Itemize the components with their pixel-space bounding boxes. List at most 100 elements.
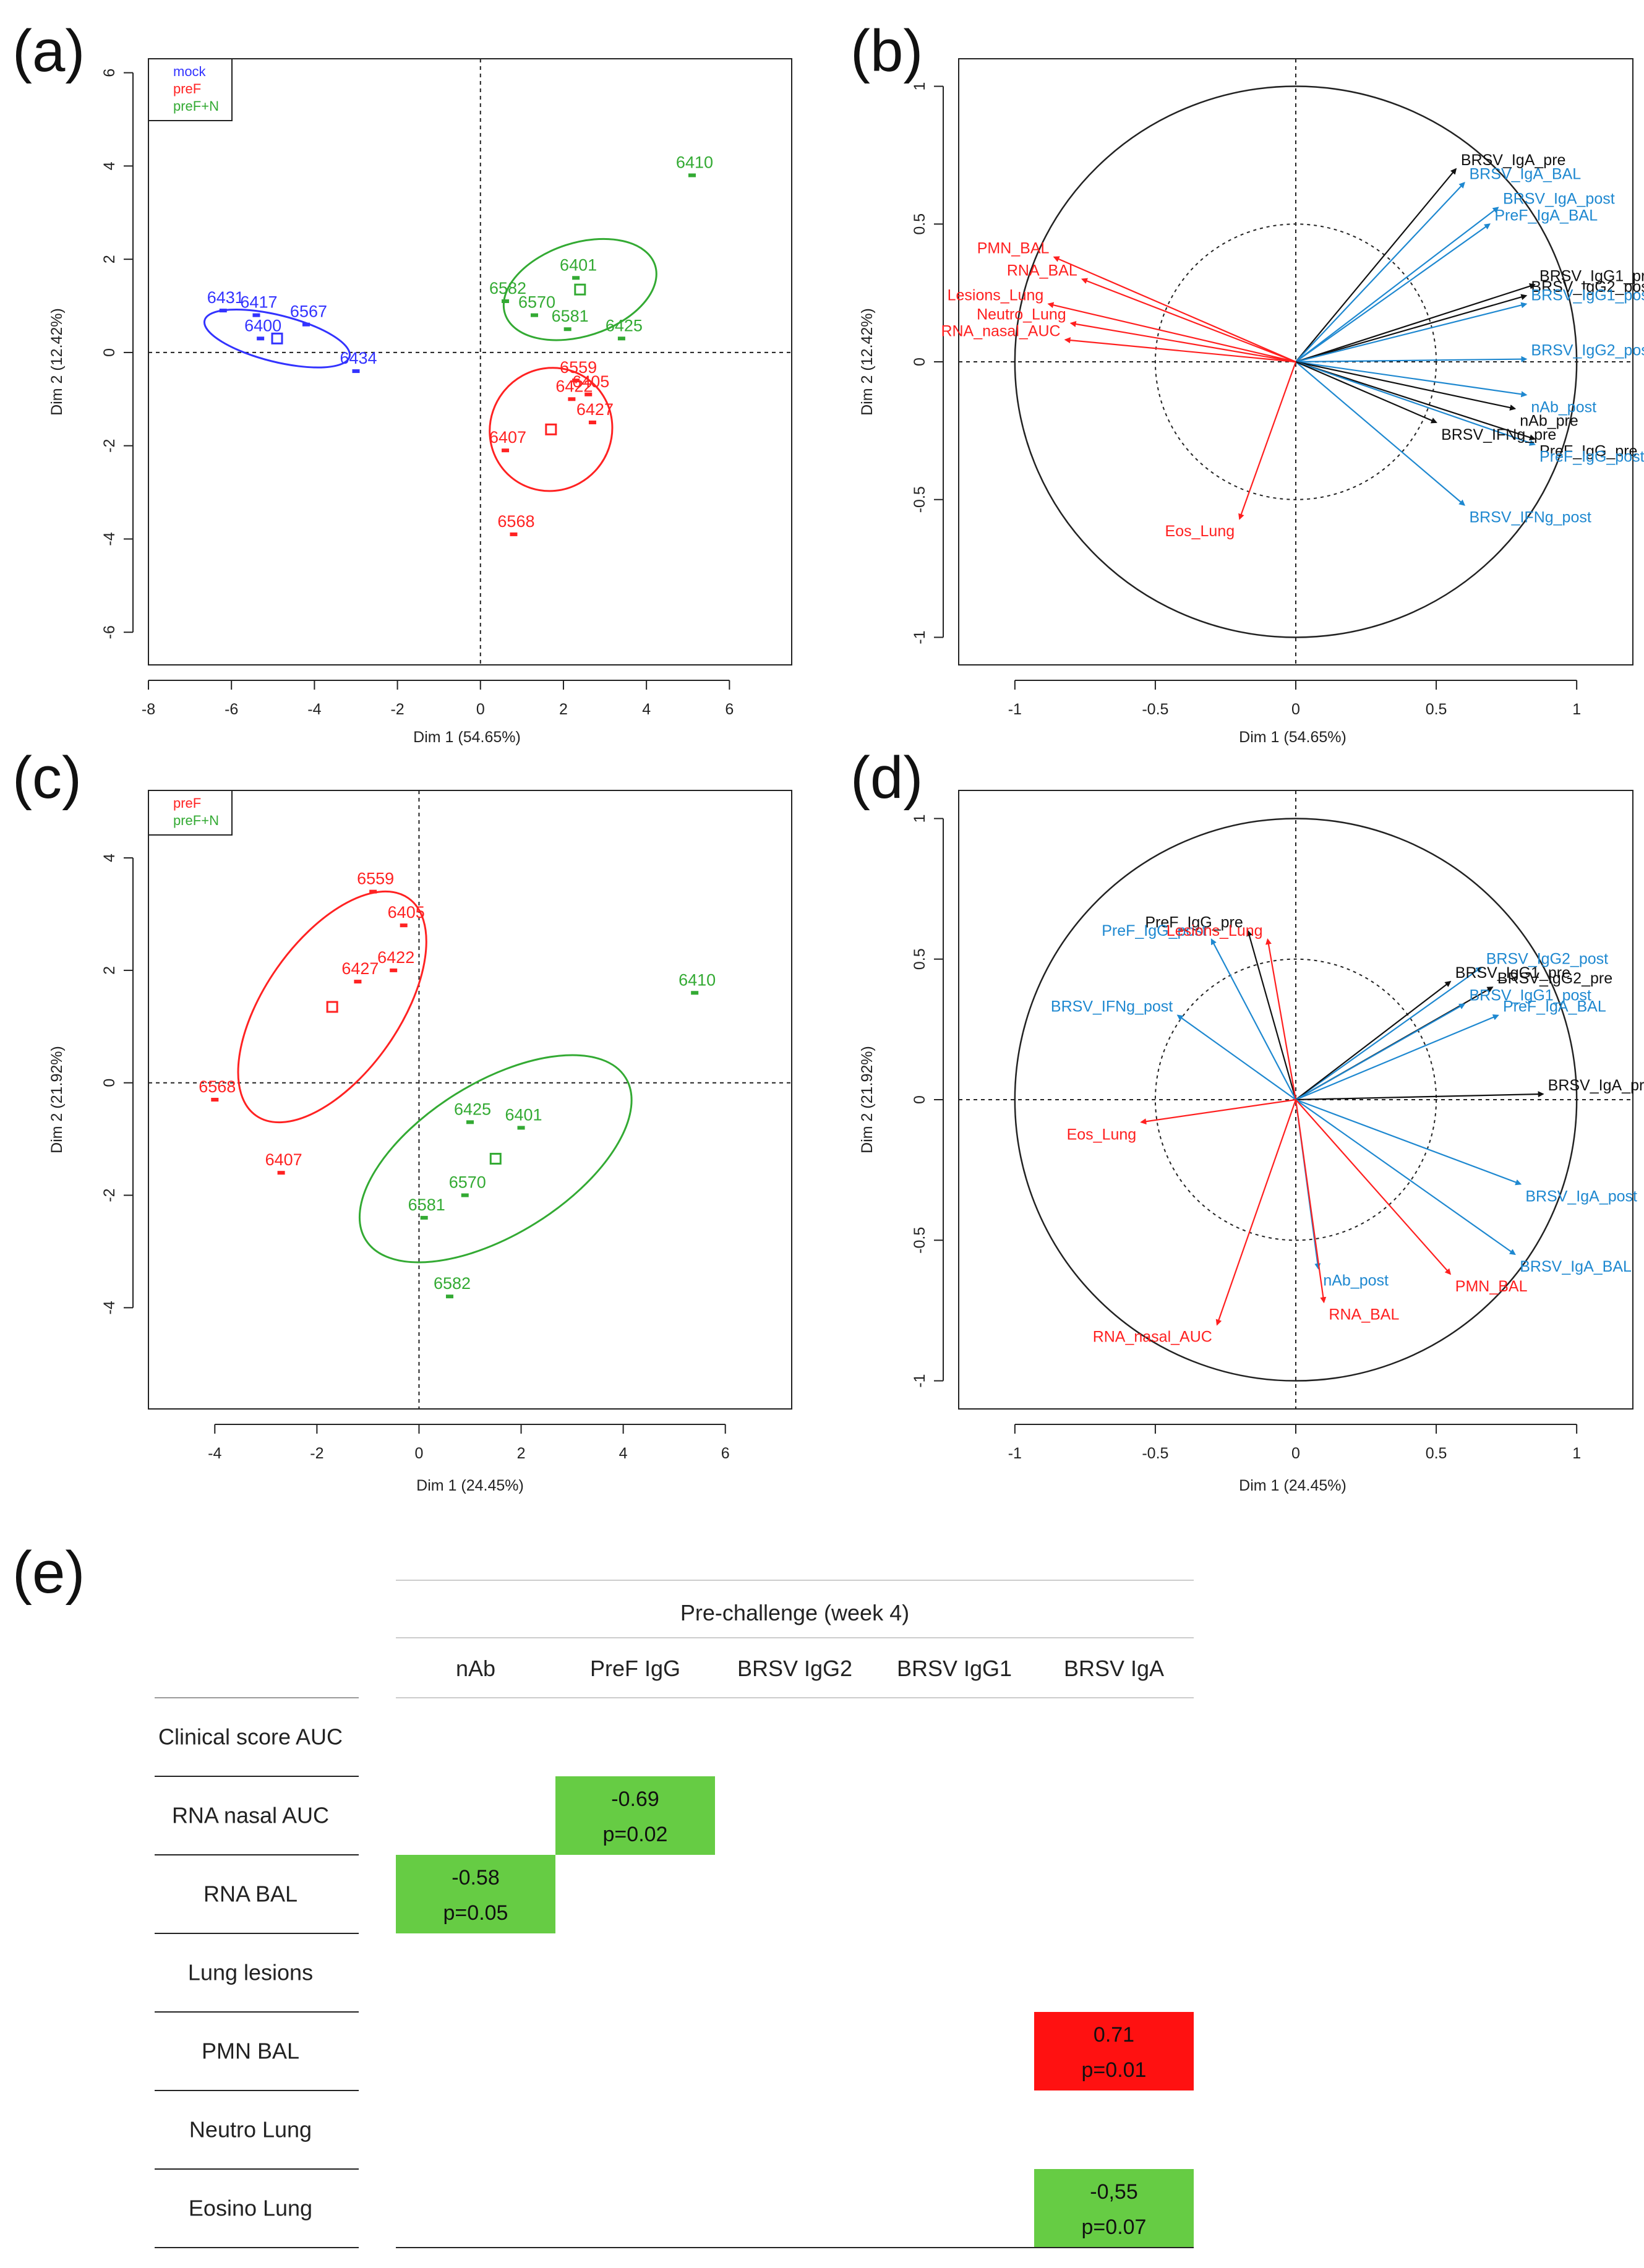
table-cell-p: p=0.02 [603, 1823, 668, 1846]
vector-nab-post [1295, 361, 1528, 398]
data-point-6570 [531, 313, 538, 317]
data-point-6582 [445, 1294, 453, 1299]
table-row-label: Lung lesions [188, 1960, 313, 1985]
vector-label-brsv-iga-bal: BRSV_IgA_BAL [1520, 1258, 1632, 1275]
x-tick-label: -1 [1008, 701, 1022, 718]
data-point-6582 [502, 299, 510, 303]
half-circle [1154, 958, 1437, 1241]
y-tick-label: -4 [101, 532, 118, 546]
y-axis-label: Dim 2 (12.42%) [858, 308, 876, 416]
table-row-label: RNA nasal AUC [172, 1803, 329, 1828]
panel-label-e: (e) [12, 1539, 85, 1606]
data-point-6581 [563, 327, 572, 332]
x-tick-label: 0.5 [1426, 1445, 1447, 1462]
y-tick-label: -0.5 [911, 486, 928, 513]
vector-pref-iga-bal [1295, 223, 1491, 362]
vector-lesions-lung [1047, 302, 1296, 363]
data-point-6405 [400, 923, 408, 928]
x-tick-label: 6 [721, 1445, 730, 1462]
table-row-label: Neutro Lung [189, 2117, 312, 2142]
x-tick-label: -6 [225, 701, 238, 718]
x-tick-label: 0 [1291, 1445, 1300, 1462]
vector-pmn-bal [1295, 1099, 1452, 1275]
x-tick-label: 0 [415, 1445, 424, 1462]
data-label-6422: 6422 [555, 377, 593, 395]
x-tick-label: 1 [1572, 701, 1581, 718]
vector-label-pref-igg-post: PreF_IgG_post [1102, 922, 1207, 939]
data-label-6425: 6425 [454, 1100, 491, 1118]
x-tick-label: -4 [307, 701, 321, 718]
y-tick-label: -0.5 [911, 1227, 928, 1254]
vector-label-rna-nasal-auc: RNA_nasal_AUC [941, 322, 1060, 340]
data-label-6401: 6401 [560, 255, 597, 274]
vector-label-rna-nasal-auc: RNA_nasal_AUC [1093, 1329, 1212, 1346]
x-tick-label: -8 [142, 701, 155, 718]
vector-label-brsv-igg2-post: BRSV_IgG2_post [1486, 950, 1608, 967]
chart-c-individuals-factor-map: -4 -2 0 2 4 6 -4 -2 0 2 4 Dim 1 (24.45%) Dim 2 (21.9… [48, 790, 792, 1494]
x-tick-label: 0 [1291, 701, 1300, 718]
y-tick-label: 0.5 [911, 213, 928, 235]
table-cell-p: p=0.07 [1082, 2215, 1147, 2239]
table-row-label: Clinical score AUC [158, 1724, 343, 1750]
data-label-6427: 6427 [576, 400, 614, 419]
vector-label-brsv-igg2-post: BRSV_IgG2_post [1531, 278, 1644, 296]
data-label-6570: 6570 [518, 293, 555, 312]
table-cell-r: -0.58 [452, 1866, 500, 1889]
vector-pref-igg-pre [1295, 361, 1536, 441]
legend-box [148, 58, 233, 121]
vector-pref-igg-post [1210, 938, 1296, 1100]
centroid-preF [326, 1001, 338, 1013]
vector-rna-nasal-auc [1064, 337, 1296, 363]
y-tick-label: 1 [911, 815, 928, 823]
confidence-ellipse-preF-nN [358, 1054, 633, 1264]
y-tick-label: 4 [101, 161, 118, 170]
vector-label-brsv-iga-post: BRSV_IgA_post [1503, 190, 1615, 208]
y-axis-label: Dim 2 (12.42%) [48, 308, 66, 416]
table-row-label: PMN BAL [202, 2039, 299, 2064]
table-cell-highlight [1034, 2012, 1194, 2090]
data-point-6427 [354, 980, 362, 984]
vector-brsv-ifng-post [1295, 361, 1466, 506]
vector-label-brsv-igg1-pre: BRSV_IgG1_pre [1455, 964, 1570, 982]
table-row-label: RNA BAL [203, 1881, 298, 1907]
y-tick-label: 6 [101, 69, 118, 77]
data-point-6425 [466, 1120, 474, 1124]
vector-brsv-igg2-post [1295, 967, 1483, 1100]
x-axis-label: Dim 1 (24.45%) [1239, 1477, 1346, 1494]
data-point-6570 [461, 1193, 469, 1197]
chart-a-individuals-factor-map: -8 -6 -4 -2 0 2 4 6 -6 -4 -2 0 2 4 6 Dim 1 (54.65%) Dim … [48, 58, 792, 746]
table-column-header: PreF IgG [590, 1656, 680, 1681]
vector-brsv-igg1-post [1295, 302, 1528, 363]
x-tick-label: -2 [390, 701, 404, 718]
data-point-6401 [572, 276, 580, 280]
vector-brsv-igg1-post [1295, 1003, 1466, 1100]
data-label-6417: 6417 [240, 293, 277, 312]
confidence-ellipse-preF-nN [502, 237, 657, 341]
vector-brsv-iga-pre [1295, 1091, 1544, 1101]
confidence-ellipse-mock [203, 308, 351, 369]
x-axis-label: Dim 1 (54.65%) [1239, 729, 1346, 746]
x-tick-label: 2 [517, 1445, 526, 1462]
vector-label-pref-igg-pre: PreF_IgG_pre [1539, 443, 1637, 460]
data-point-6568 [510, 532, 518, 536]
data-point-6434 [352, 369, 360, 374]
vector-nab-pre [1295, 361, 1517, 411]
legend-entry-mock: mock [173, 64, 207, 79]
table-header-group: Pre-challenge (week 4) [680, 1600, 909, 1625]
vector-rna-nasal-auc [1215, 1099, 1297, 1326]
data-point-6567 [302, 322, 310, 327]
vector-label-rna-bal: RNA_BAL [1329, 1306, 1399, 1323]
data-point-6410 [688, 173, 696, 178]
table-column-header: BRSV IgG2 [737, 1656, 852, 1681]
vector-label-brsv-ifng-post: BRSV_IFNg_post [1470, 509, 1591, 526]
vector-eos-lung [1238, 361, 1297, 520]
vector-label-brsv-ifng-pre: BRSV_IFNg_pre [1441, 426, 1556, 443]
data-point-6407 [502, 448, 510, 453]
data-label-6570: 6570 [449, 1173, 486, 1192]
chart-b-variables-factor-map: -1 -0.5 0 0.5 1 -1 -0.5 0 0.5 1 Dim 1 (54.65%) Dim … [858, 58, 1644, 746]
data-point-6410 [691, 991, 699, 995]
y-tick-label: 4 [101, 854, 118, 862]
table-cell-r: 0.71 [1094, 2023, 1134, 2047]
vector-pmn-bal [1053, 256, 1296, 363]
